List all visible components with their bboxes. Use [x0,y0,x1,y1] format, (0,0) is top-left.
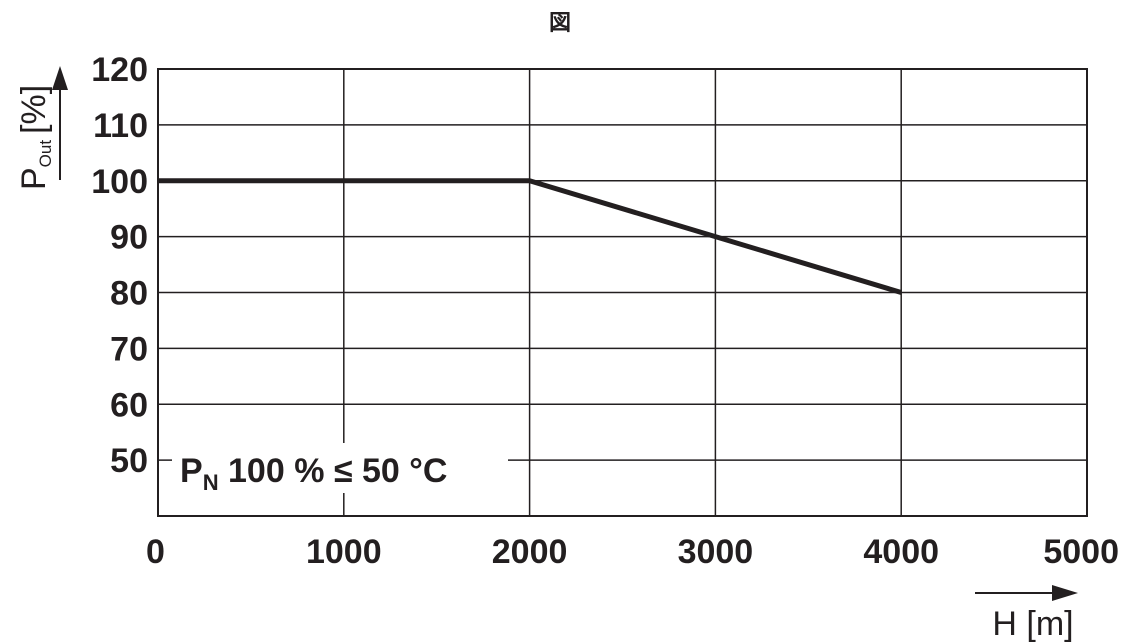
x-tick-label-1000: 1000 [306,533,382,571]
y-tick-label-110: 110 [93,107,148,145]
chart-title: 図 [549,10,571,35]
y-tick-label-50: 50 [110,442,148,480]
y-axis-label: POut [%] [15,85,55,190]
y-tick-labels: 50 60 70 80 90 100 110 120 [91,51,148,480]
y-tick-label-90: 90 [110,219,148,257]
annotation: PN 100 % ≤ 50 °C [172,443,508,495]
x-axis-arrow-icon [1052,585,1078,601]
plot-frame [157,68,1088,517]
x-axis-label: H [m] [992,605,1073,642]
y-axis-label-unit: [%] [15,85,53,134]
y-tick-label-100: 100 [91,163,148,201]
y-axis-label-main: P [15,167,53,190]
x-tick-label-2000: 2000 [492,533,568,571]
y-axis-label-sub: Out [36,140,55,168]
y-tick-label-70: 70 [110,330,148,368]
annotation-background [172,443,508,493]
y-tick-label-80: 80 [110,275,148,313]
annotation-prefix: P [180,452,203,490]
y-tick-label-120: 120 [91,51,148,89]
x-tick-label-3000: 3000 [678,533,754,571]
y-tick-label-60: 60 [110,386,148,424]
series-group [158,178,902,295]
y-axis-arrow-icon [52,66,68,90]
x-tick-labels: 0 1000 2000 3000 4000 5000 [146,533,1119,571]
svg-text:POut[%]: POut [%] [15,85,55,190]
annotation-subscript: N [203,470,219,495]
x-tick-label-0: 0 [146,533,165,571]
series-line-0 [158,178,902,295]
x-tick-label-5000: 5000 [1043,533,1119,571]
plot-border [157,68,1088,517]
x-tick-label-4000: 4000 [863,533,939,571]
annotation-text: 100 % ≤ 50 °C [219,452,448,490]
svg-text:PN 100 % ≤ 50 °C: PN 100 % ≤ 50 °C [180,452,447,495]
